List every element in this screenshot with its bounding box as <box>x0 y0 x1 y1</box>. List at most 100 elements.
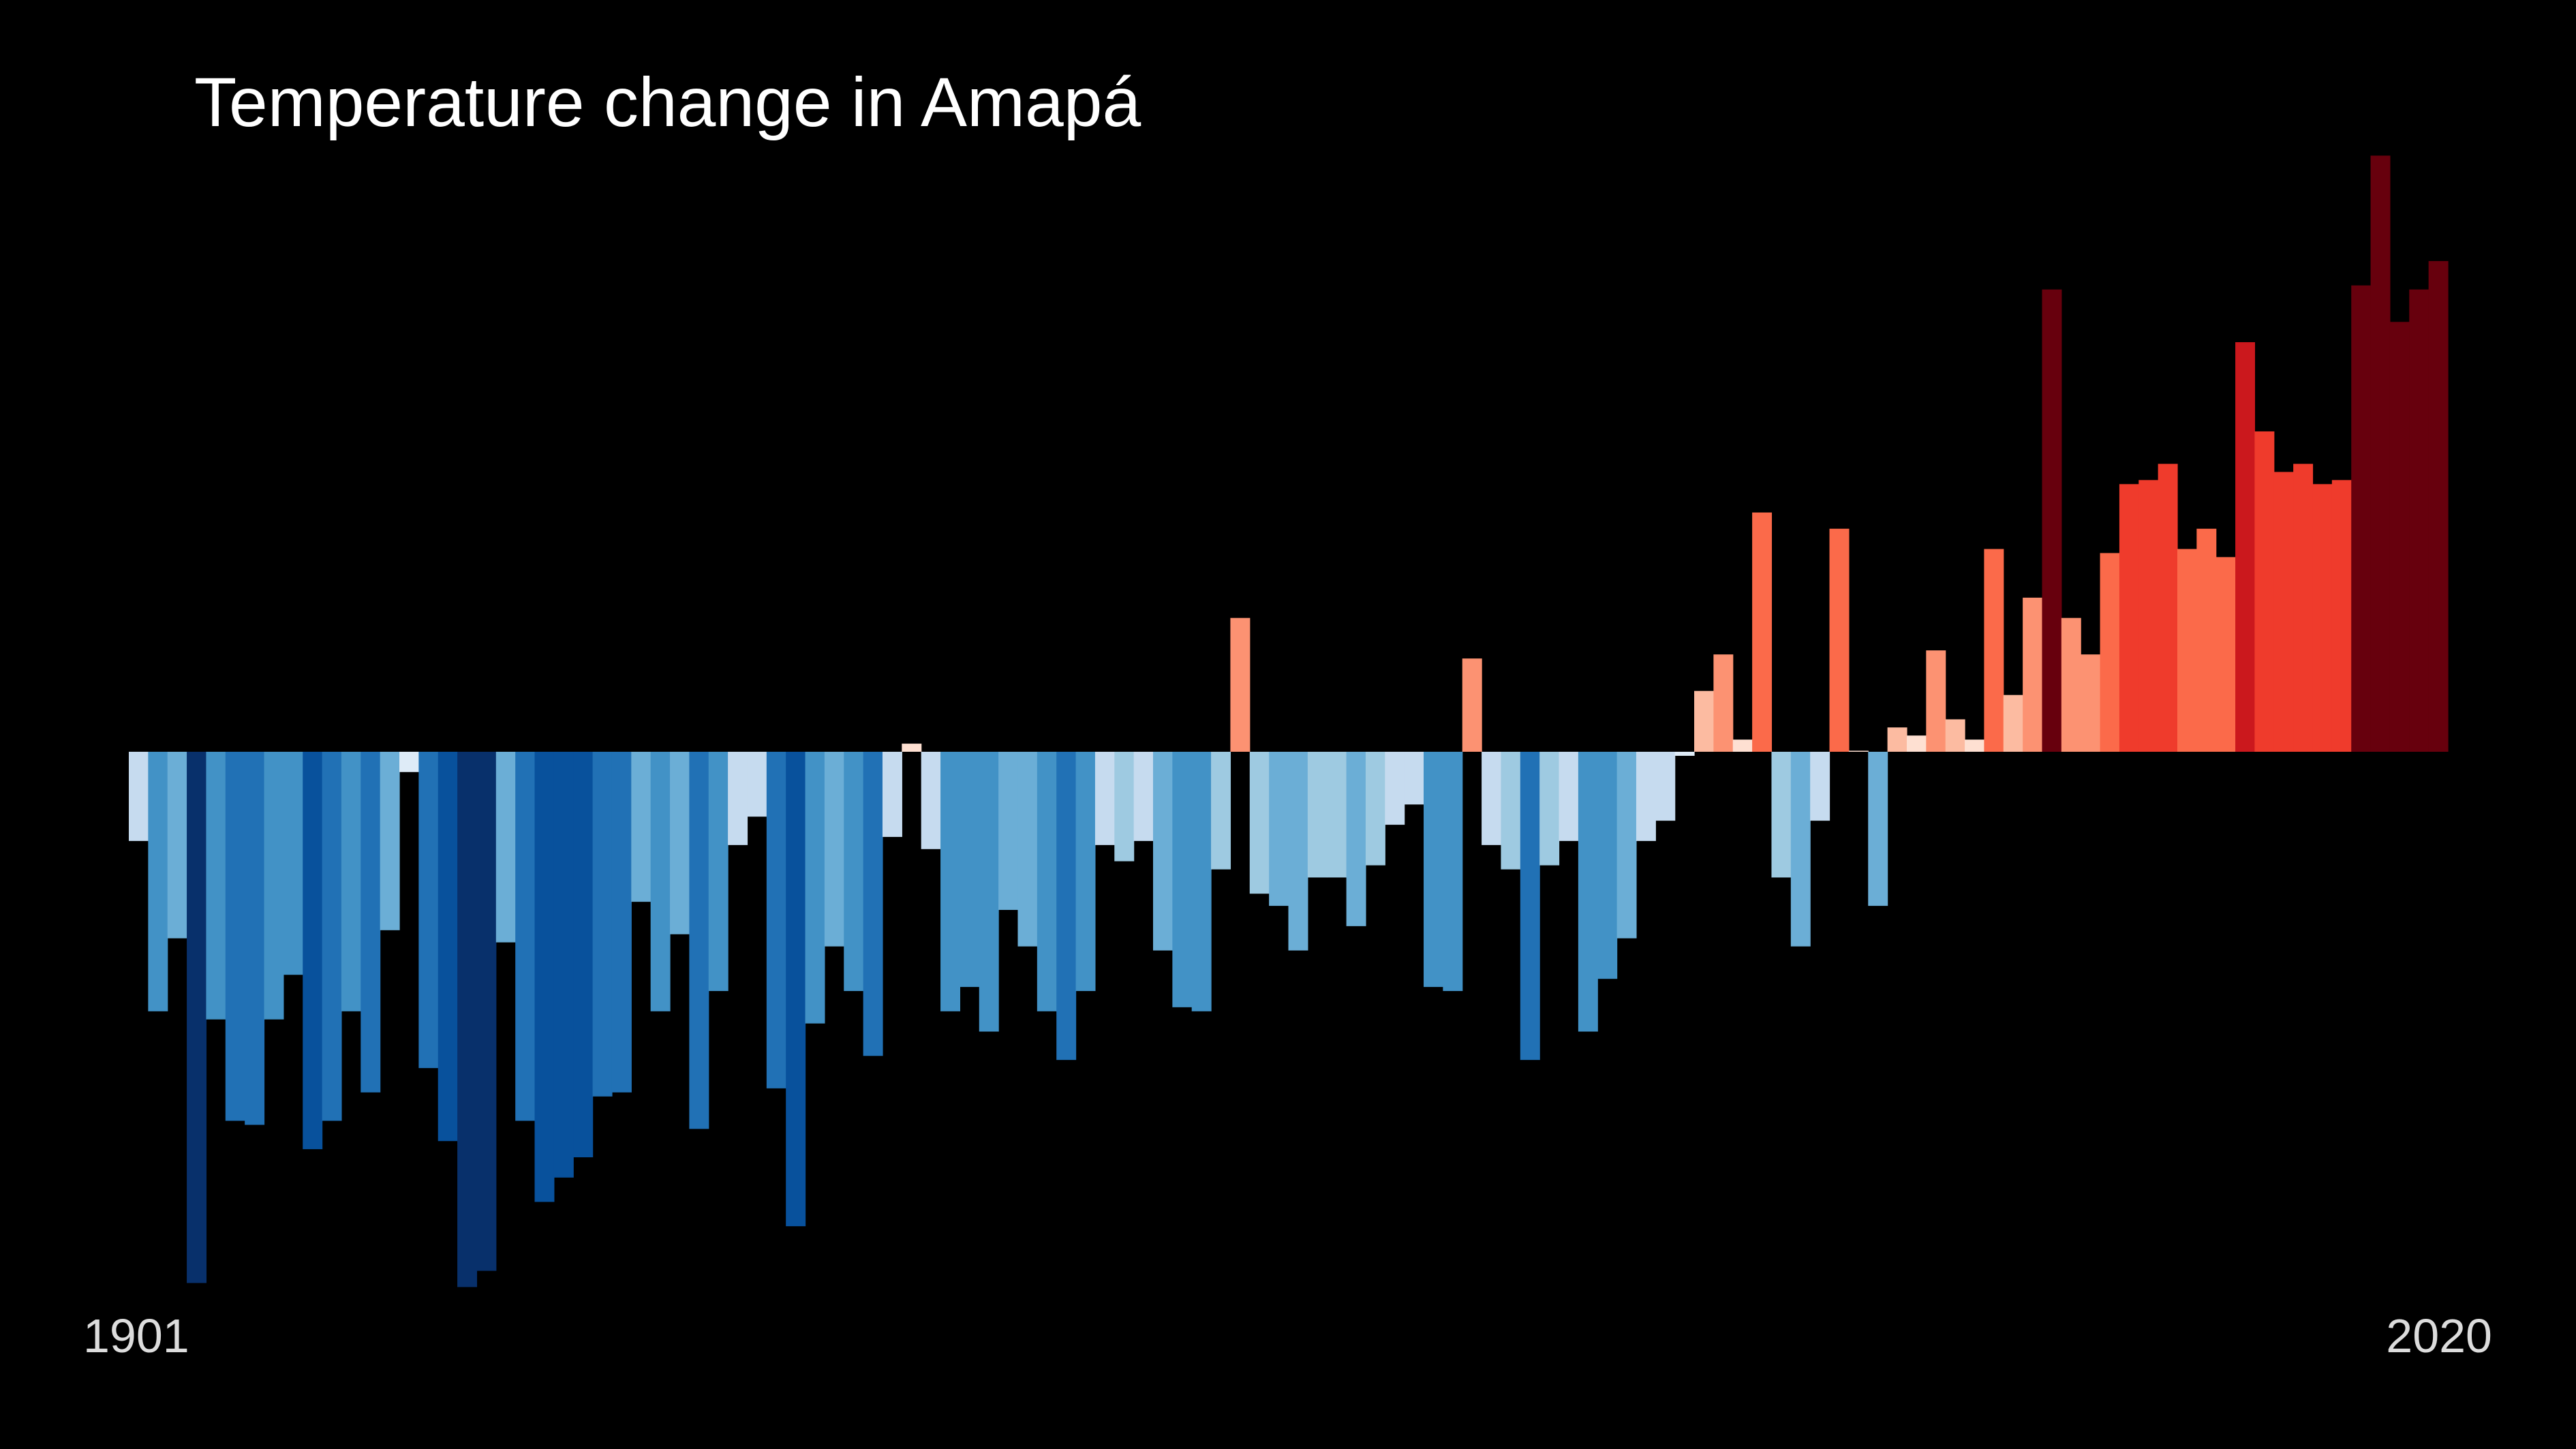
bar-1930 <box>689 752 709 1129</box>
bar-1940 <box>882 752 902 837</box>
bar-1944 <box>960 752 980 988</box>
bar-1915 <box>399 752 419 772</box>
bar-1953 <box>1133 752 1154 841</box>
bar-1989 <box>1829 528 1850 752</box>
bar-1999 <box>2023 597 2043 752</box>
bar-1902 <box>148 752 168 1011</box>
bar-1991 <box>1868 752 1888 906</box>
bar-1939 <box>863 752 883 1056</box>
bar-1961 <box>1288 752 1308 951</box>
bar-1963 <box>1327 752 1347 878</box>
bar-2014 <box>2312 484 2333 752</box>
bar-1965 <box>1365 752 1385 866</box>
bar-1920 <box>495 752 516 943</box>
bar-1976 <box>1578 752 1598 1032</box>
bar-1959 <box>1249 752 1270 894</box>
bar-1983 <box>1713 654 1734 752</box>
bar-1968 <box>1424 752 1443 988</box>
bar-1960 <box>1269 752 1289 906</box>
bar-1906 <box>225 752 245 1121</box>
bar-1952 <box>1114 752 1135 861</box>
bar-1951 <box>1094 752 1115 845</box>
bar-2020 <box>2428 261 2449 752</box>
bar-1997 <box>1984 549 2004 752</box>
bar-1973 <box>1520 752 1540 1061</box>
bar-1980 <box>1655 752 1676 821</box>
bar-2006 <box>2158 463 2178 752</box>
bar-1975 <box>1559 752 1579 841</box>
bar-1904 <box>187 752 207 1283</box>
bar-1922 <box>534 752 555 1202</box>
bar-1918 <box>457 752 478 1287</box>
bar-1967 <box>1404 752 1424 805</box>
bar-1917 <box>438 752 458 1142</box>
bar-1986 <box>1771 752 1792 878</box>
bar-2000 <box>2042 289 2062 752</box>
bar-2003 <box>2100 553 2120 752</box>
bar-2013 <box>2293 463 2314 752</box>
bar-1910 <box>303 752 323 1150</box>
bar-1934 <box>766 752 786 1088</box>
bar-1962 <box>1307 752 1328 878</box>
bar-1969 <box>1443 752 1463 992</box>
bar-1954 <box>1152 752 1173 951</box>
bar-1958 <box>1230 617 1251 752</box>
bar-1979 <box>1636 752 1656 841</box>
bar-1932 <box>728 752 748 845</box>
bar-1912 <box>341 752 361 1011</box>
bar-2016 <box>2351 285 2372 752</box>
bar-1985 <box>1752 512 1773 752</box>
bar-2005 <box>2138 480 2159 752</box>
bar-1919 <box>476 752 497 1271</box>
bar-1935 <box>786 752 806 1227</box>
bar-1990 <box>1848 750 1869 752</box>
bar-1974 <box>1539 752 1560 866</box>
chart-title: Temperature change in Amapá <box>194 63 1141 141</box>
bar-1929 <box>670 752 690 934</box>
bar-2019 <box>2409 289 2429 752</box>
bar-1966 <box>1385 752 1405 825</box>
bar-1942 <box>921 752 941 849</box>
bar-1993 <box>1906 735 1927 752</box>
bar-1909 <box>283 752 303 975</box>
bar-1926 <box>611 752 632 1093</box>
bar-1971 <box>1482 752 1502 845</box>
bar-1943 <box>940 752 961 1011</box>
bar-2011 <box>2254 431 2275 752</box>
bar-1998 <box>2003 695 2023 752</box>
bar-1924 <box>573 752 594 1157</box>
bar-2017 <box>2370 155 2391 752</box>
bar-1946 <box>998 752 1019 911</box>
bar-2015 <box>2331 480 2352 752</box>
bar-1984 <box>1732 739 1753 752</box>
bar-1908 <box>264 752 284 1020</box>
bar-1981 <box>1674 752 1695 756</box>
bar-1931 <box>708 752 729 992</box>
bar-2010 <box>2235 342 2256 752</box>
bar-1955 <box>1172 752 1193 1007</box>
bar-1957 <box>1211 752 1231 870</box>
bar-1916 <box>418 752 439 1069</box>
bar-1995 <box>1945 719 1965 752</box>
bar-2018 <box>2389 322 2410 752</box>
bar-1907 <box>245 752 265 1125</box>
bar-1987 <box>1790 752 1811 947</box>
bar-1964 <box>1346 752 1366 926</box>
bar-1928 <box>650 752 671 1011</box>
bar-1901 <box>129 752 149 841</box>
bar-1925 <box>592 752 613 1097</box>
bar-1970 <box>1462 658 1482 752</box>
bar-1945 <box>979 752 999 1032</box>
bar-1977 <box>1597 752 1618 979</box>
bar-1994 <box>1926 650 1946 752</box>
bar-1921 <box>515 752 536 1121</box>
x-axis-end-label: 2020 <box>2386 1309 2492 1362</box>
bar-1978 <box>1616 752 1637 939</box>
bar-2002 <box>2081 654 2101 752</box>
bar-1949 <box>1056 752 1077 1061</box>
bar-1947 <box>1017 752 1038 947</box>
bar-1938 <box>844 752 864 992</box>
bar-2007 <box>2177 549 2197 752</box>
bar-2001 <box>2061 617 2081 752</box>
